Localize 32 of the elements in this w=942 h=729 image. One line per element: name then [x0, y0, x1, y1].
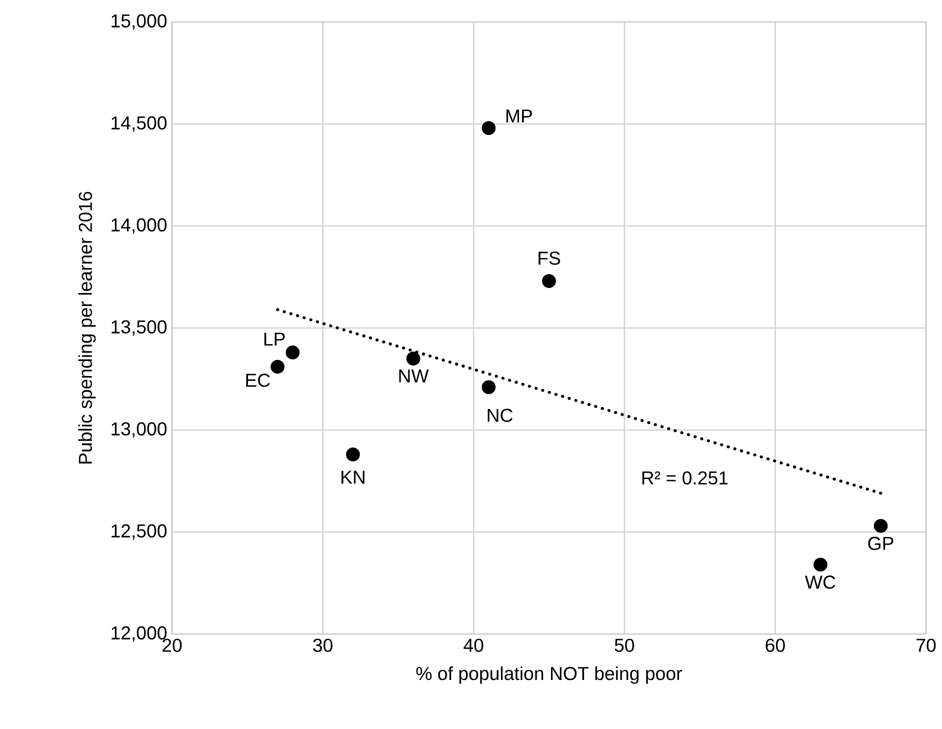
x-tick-label: 40 [464, 638, 484, 652]
annotation: GP [868, 536, 894, 550]
annotation: NC [488, 408, 513, 422]
y-tick-label: 14,000 [112, 218, 167, 234]
annotation: MP [506, 110, 532, 122]
point [270, 360, 284, 374]
y-tick-label: 13,000 [112, 422, 167, 438]
x-tick-label: 60 [766, 638, 785, 652]
x-tick-label: 70 [916, 638, 936, 652]
point [874, 518, 888, 533]
point [406, 352, 420, 366]
annotation: NW [399, 370, 429, 382]
point [542, 274, 556, 288]
x-tick-label: 30 [313, 638, 332, 652]
annotation: FS [538, 252, 560, 265]
annotation: EC [246, 374, 270, 387]
annotation: LP [264, 332, 285, 346]
x-tick-label: 50 [614, 638, 634, 652]
y-axis-title: Public spending per learner 2016 [78, 192, 96, 464]
point [814, 558, 828, 572]
y-tick-label: 12,500 [112, 524, 167, 540]
y-tick-label: 15,000 [112, 14, 167, 30]
point [482, 380, 496, 394]
y-tick-label: 13,500 [112, 320, 167, 336]
point [346, 448, 360, 462]
point [286, 346, 300, 360]
annotation: R² = 0.251 [642, 471, 728, 485]
y-tick-label: 14,500 [112, 116, 167, 132]
annotation: WC [804, 576, 836, 589]
x-axis-title: % of population NOT being poor [416, 666, 682, 684]
annotation: KN [342, 470, 364, 484]
point [482, 121, 496, 136]
